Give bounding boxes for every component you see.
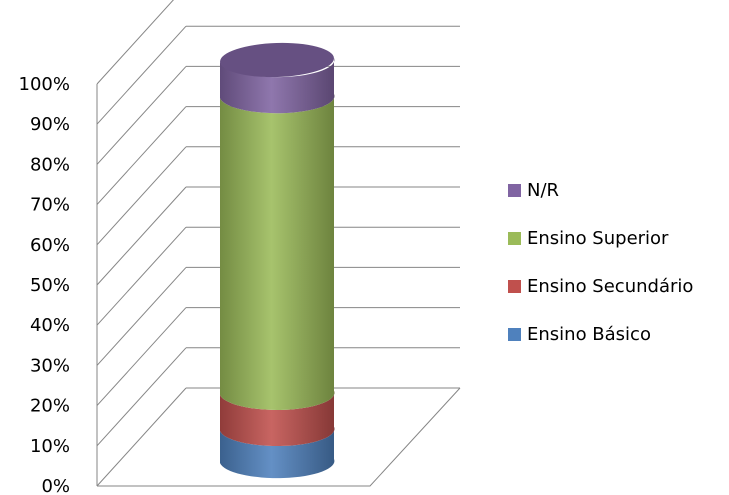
y-tick-label: 60% — [30, 235, 70, 256]
gridline-side — [96, 25, 187, 125]
y-tick-label: 20% — [30, 396, 70, 417]
gridline-side — [96, 307, 187, 406]
gridline-side — [96, 106, 187, 205]
gridline-side — [96, 0, 174, 85]
legend-swatch — [508, 231, 521, 245]
y-tick-label: 100% — [19, 74, 70, 95]
cylinder-series — [220, 42, 335, 479]
legend-label: N/R — [527, 179, 560, 201]
segment-ensino-b-sico — [220, 426, 335, 479]
y-tick-label: 80% — [30, 154, 70, 175]
y-tick-label: 70% — [30, 195, 70, 216]
legend-swatch — [508, 327, 521, 341]
gridline-side — [96, 347, 187, 447]
legend-label: Ensino Secundário — [527, 275, 694, 297]
y-tick-label: 90% — [30, 114, 70, 135]
y-tick-label: 10% — [30, 436, 70, 457]
legend-item: Ensino Secundário — [508, 262, 693, 310]
legend-label: Ensino Básico — [527, 323, 651, 345]
y-tick-label: 50% — [30, 275, 70, 296]
segment-ensino-secund-rio — [220, 390, 335, 447]
gridline-side — [96, 267, 187, 366]
gridline-side — [96, 66, 187, 165]
legend-swatch — [508, 183, 521, 197]
gridline-side — [96, 226, 187, 326]
legend-item: Ensino Superior — [508, 214, 693, 262]
legend: N/R Ensino Superior Ensino Secundário Ensin… — [508, 166, 693, 358]
legend-label: Ensino Superior — [527, 227, 669, 249]
gridline-side — [96, 146, 187, 246]
y-tick-label: 40% — [30, 315, 70, 336]
floor-edge — [97, 387, 461, 487]
y-axis-ticks: 0% 10% 20% 30% 40% 50% 60% 70% 80% 90% 100% — [19, 74, 70, 495]
gridline-side — [96, 186, 187, 286]
segment-n-r — [220, 58, 335, 114]
legend-swatch — [508, 279, 521, 293]
segment-ensino-superior — [220, 94, 335, 410]
y-tick-label: 30% — [30, 355, 70, 376]
gridline-side — [96, 387, 187, 487]
legend-item: Ensino Básico — [508, 310, 693, 358]
y-tick-label: 0% — [41, 476, 70, 495]
legend-item: N/R — [508, 166, 693, 214]
cylinder-top-cap — [220, 42, 334, 78]
